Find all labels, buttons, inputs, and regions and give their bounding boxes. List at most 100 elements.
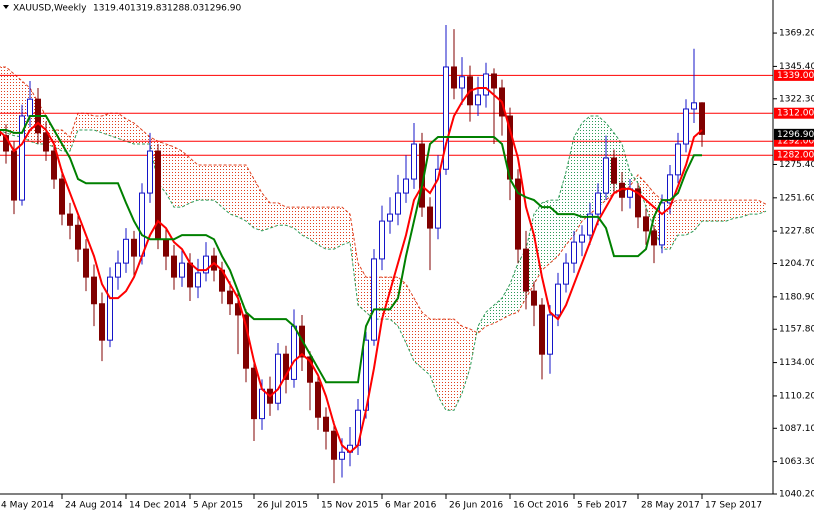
x-tick-label: 15 Nov 2015 xyxy=(321,501,379,511)
candle-body xyxy=(443,66,449,170)
plot-area xyxy=(0,24,773,484)
indicator-line xyxy=(0,115,702,384)
cloud-fill xyxy=(214,165,222,208)
cloud-fill xyxy=(686,200,694,236)
y-tick-label: 1134.00 xyxy=(779,358,814,368)
candle-body xyxy=(659,202,665,246)
symbol: XAUUSD,Weekly xyxy=(13,4,87,14)
cloud-fill xyxy=(502,284,510,320)
candle-body xyxy=(187,262,193,288)
candle-body xyxy=(387,213,393,222)
cloud-fill xyxy=(126,118,134,145)
x-tick-label: 17 Sep 2017 xyxy=(705,501,762,511)
candle-body xyxy=(147,150,153,194)
cloud-fill xyxy=(734,200,742,219)
candle-body xyxy=(123,238,129,264)
candle-body xyxy=(403,178,409,194)
candle-body xyxy=(651,230,657,246)
cloud-fill xyxy=(262,193,270,231)
candle-body xyxy=(91,276,97,305)
candle-body xyxy=(587,213,593,236)
x-tick-label: 26 Jul 2015 xyxy=(257,501,308,511)
candle-body xyxy=(379,220,385,260)
candle-body xyxy=(195,272,201,288)
x-tick-label: 16 Oct 2016 xyxy=(513,501,569,511)
cloud-fill xyxy=(358,263,366,313)
level-label: 1292.00 xyxy=(777,137,814,147)
candle-body xyxy=(83,248,89,278)
level-label-box xyxy=(774,149,814,161)
cloud-fill xyxy=(86,113,94,131)
cloud-fill xyxy=(670,200,678,250)
x-tick-label: 5 Apr 2015 xyxy=(193,501,243,511)
x-tick-label: 28 May 2017 xyxy=(641,501,700,511)
header-open: 1319.40 xyxy=(93,4,130,14)
level-label-box xyxy=(774,135,814,147)
candle-body xyxy=(11,150,17,201)
cloud-fill xyxy=(678,200,686,236)
cloud-fill xyxy=(230,165,238,217)
candle-body xyxy=(563,262,569,285)
cloud-fill xyxy=(182,151,190,208)
header-low: 1288.03 xyxy=(167,4,204,14)
candle-body xyxy=(227,290,233,305)
cloud-fill xyxy=(590,116,598,215)
cloud-fill xyxy=(142,130,150,145)
y-tick-label: 1322.30 xyxy=(779,94,814,104)
cloud-fill xyxy=(294,207,302,236)
y-tick-label: 1345.40 xyxy=(779,62,814,72)
cloud-fill xyxy=(694,200,702,231)
candle-body xyxy=(427,206,433,229)
y-tick-label: 1251.60 xyxy=(779,193,814,203)
cloud-fill xyxy=(278,202,286,226)
candle-body xyxy=(179,262,185,278)
cloud-fill xyxy=(174,146,182,208)
level-label-box xyxy=(774,69,814,81)
cloud-fill xyxy=(198,165,206,201)
candle-body xyxy=(275,353,281,404)
cloud-fill xyxy=(702,200,710,222)
candle-body xyxy=(67,213,73,226)
level-label: 1282.00 xyxy=(777,151,814,161)
candle-body xyxy=(579,234,585,243)
candle-body xyxy=(483,73,489,96)
candle-body xyxy=(59,178,65,215)
cloud-fill xyxy=(398,277,406,343)
candle-body xyxy=(331,430,337,460)
y-tick-label: 1063.30 xyxy=(779,457,814,467)
candle-body xyxy=(595,192,601,215)
cloud-fill xyxy=(742,200,750,217)
cloud-fill xyxy=(118,113,126,142)
candle-body xyxy=(491,73,497,89)
cloud-fill xyxy=(510,263,518,315)
cloud-fill xyxy=(494,298,502,324)
menu-triangle[interactable] xyxy=(3,5,9,9)
cloud-fill xyxy=(0,66,6,133)
cloud-fill xyxy=(718,200,726,222)
candle-body xyxy=(339,451,345,460)
candle-body xyxy=(643,216,649,232)
cloud-fill xyxy=(390,277,398,327)
candle-body xyxy=(451,66,457,89)
candle-body xyxy=(523,248,529,292)
candle-body xyxy=(395,192,401,215)
candle-body xyxy=(259,388,265,420)
candle-body xyxy=(43,132,49,152)
candle-body xyxy=(99,303,105,341)
axes: 1369.20 1345.40 1322.30 1275.40 1251.60 1227.… xyxy=(1,29,814,511)
level-label-box xyxy=(774,107,814,119)
candle-body xyxy=(667,174,673,204)
cloud-fill xyxy=(6,66,14,136)
cloud-fill xyxy=(334,207,342,250)
cloud-fill xyxy=(422,312,430,376)
header-close: 1296.90 xyxy=(204,4,241,14)
candle-body xyxy=(635,188,641,218)
cloud-fill xyxy=(582,116,590,222)
cloud-fill xyxy=(430,319,438,397)
candle-body xyxy=(435,168,441,229)
candle-body xyxy=(107,276,113,341)
cloud-fill xyxy=(574,123,582,236)
y-tick-label: 1087.10 xyxy=(779,424,814,434)
